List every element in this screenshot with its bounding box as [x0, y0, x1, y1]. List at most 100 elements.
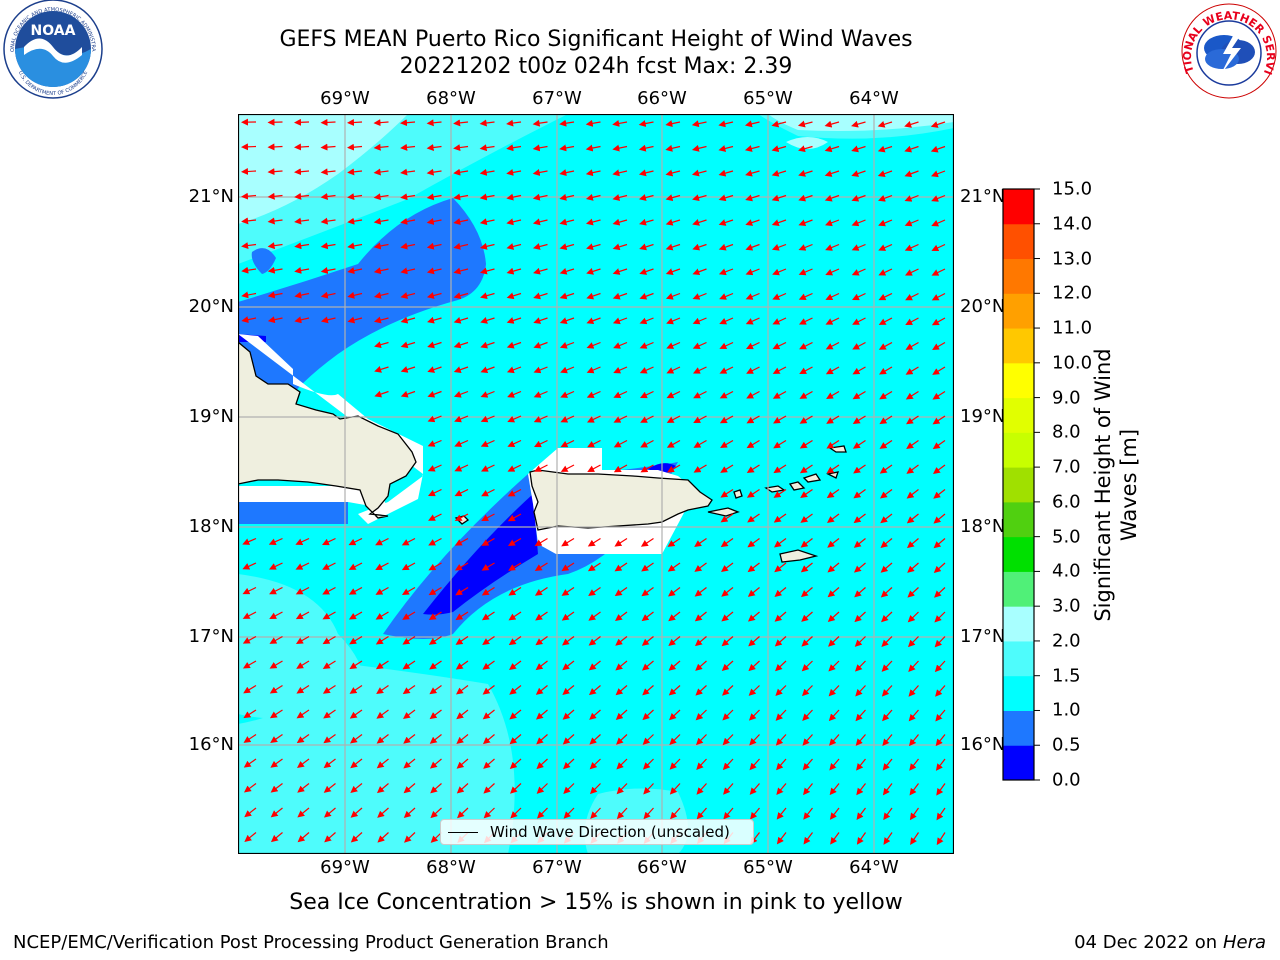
wave-direction-arrow [456, 685, 469, 695]
wave-direction-arrow [349, 734, 363, 744]
wave-direction-arrow [800, 538, 813, 548]
wave-direction-arrow [373, 242, 389, 250]
wave-direction-arrow [771, 194, 787, 202]
wave-direction-arrow [721, 587, 734, 597]
wave-direction-arrow [905, 317, 919, 326]
lon-label-top-64w: 64°W [849, 88, 899, 109]
wave-direction-arrow [721, 660, 734, 672]
wave-direction-arrow [852, 366, 866, 375]
wave-direction-arrow [827, 587, 840, 598]
colorbar-tick-label: 2.0 [1052, 630, 1081, 652]
wave-direction-arrow [771, 145, 787, 153]
wave-direction-arrow [827, 562, 840, 573]
wave-direction-arrow [824, 170, 840, 177]
wave-direction-arrow [375, 611, 389, 620]
wave-direction-arrow [241, 316, 257, 324]
colorbar-tick-label: 8.0 [1052, 421, 1081, 443]
wave-direction-arrow [481, 513, 495, 522]
wave-direction-arrow [400, 193, 416, 201]
wave-direction-arrow [241, 266, 257, 274]
wave-direction-arrow [588, 611, 601, 621]
wave-direction-arrow [696, 807, 707, 820]
wave-direction-arrow [560, 366, 575, 374]
wave-direction-arrow [455, 611, 469, 621]
wave-direction-arrow [616, 758, 628, 770]
wave-direction-arrow [507, 488, 522, 497]
wave-direction-arrow [612, 169, 628, 177]
wave-direction-arrow [800, 489, 813, 499]
wave-direction-arrow [506, 144, 522, 152]
wave-direction-arrow [348, 562, 363, 570]
wave-direction-arrow [615, 660, 628, 671]
wave-direction-arrow [692, 243, 707, 251]
wave-direction-arrow [562, 660, 575, 671]
lat-label-right-21n: 21°N [960, 186, 1006, 207]
wave-direction-arrow [587, 464, 601, 473]
wave-direction-arrow [904, 243, 919, 251]
wave-direction-arrow [775, 685, 787, 697]
wave-direction-arrow [562, 709, 575, 720]
wave-direction-arrow [295, 537, 310, 546]
wave-direction-arrow [851, 120, 866, 128]
wave-direction-arrow [933, 489, 946, 499]
wave-direction-arrow [669, 734, 681, 746]
wave-direction-arrow [589, 709, 601, 720]
wave-direction-arrow [878, 341, 893, 350]
wave-direction-arrow [665, 144, 681, 152]
wave-direction-arrow [669, 783, 681, 795]
wave-direction-arrow [269, 611, 283, 620]
wave-direction-arrow [616, 807, 628, 820]
wave-direction-arrow [454, 415, 469, 423]
wave-direction-arrow [294, 266, 310, 274]
wave-direction-arrow [908, 660, 919, 672]
wave-direction-arrow [855, 685, 866, 697]
wave-direction-arrow [692, 341, 707, 349]
wave-direction-arrow [241, 143, 257, 151]
wave-direction-arrow [323, 758, 336, 769]
wave-direction-arrow [693, 439, 707, 448]
wave-direction-arrow [536, 807, 548, 819]
wave-direction-arrow [881, 685, 893, 697]
wave-direction-arrow [747, 587, 760, 597]
wave-direction-arrow [932, 415, 946, 425]
wave-direction-arrow [666, 341, 681, 349]
wave-direction-arrow [719, 341, 734, 350]
wave-direction-arrow [455, 660, 469, 670]
wave-direction-arrow [856, 807, 866, 821]
wave-direction-arrow [666, 390, 681, 399]
wave-direction-arrow [586, 341, 601, 349]
footer-host: Hera [1222, 932, 1266, 953]
wave-direction-arrow [692, 268, 707, 276]
lat-label-right-19n: 19°N [960, 406, 1006, 427]
wave-direction-arrow [931, 292, 946, 301]
wave-direction-arrow [563, 807, 575, 819]
wave-direction-arrow [719, 415, 734, 424]
wave-direction-arrow [427, 366, 442, 373]
wave-direction-arrow [267, 168, 283, 176]
wave-direction-arrow [613, 390, 628, 399]
wave-direction-arrow [718, 169, 734, 177]
wave-direction-arrow [935, 758, 946, 771]
wave-direction-arrow [482, 709, 495, 720]
colorbar-tick-label: 1.0 [1052, 699, 1081, 721]
wave-direction-arrow [878, 292, 893, 301]
wave-direction-arrow [586, 292, 601, 300]
wave-direction-arrow [615, 709, 628, 721]
wave-direction-arrow [534, 537, 548, 547]
wave-direction-arrow [798, 243, 813, 251]
wave-direction-arrow [454, 464, 469, 472]
wave-direction-arrow [532, 193, 548, 201]
wave-direction-arrow [905, 341, 919, 350]
wave-direction-arrow [774, 636, 787, 647]
wave-direction-arrow [718, 268, 734, 276]
wave-direction-arrow [269, 709, 283, 719]
wave-direction-arrow [879, 464, 893, 474]
lat-label-right-16n: 16°N [960, 734, 1006, 755]
wave-direction-arrow [480, 292, 495, 300]
wave-direction-arrow [429, 685, 442, 695]
wave-direction-arrow [641, 562, 654, 572]
wave-direction-arrow [882, 734, 893, 747]
wave-direction-arrow [613, 341, 628, 349]
wave-direction-arrow [666, 317, 681, 325]
wave-direction-arrow [881, 660, 893, 672]
